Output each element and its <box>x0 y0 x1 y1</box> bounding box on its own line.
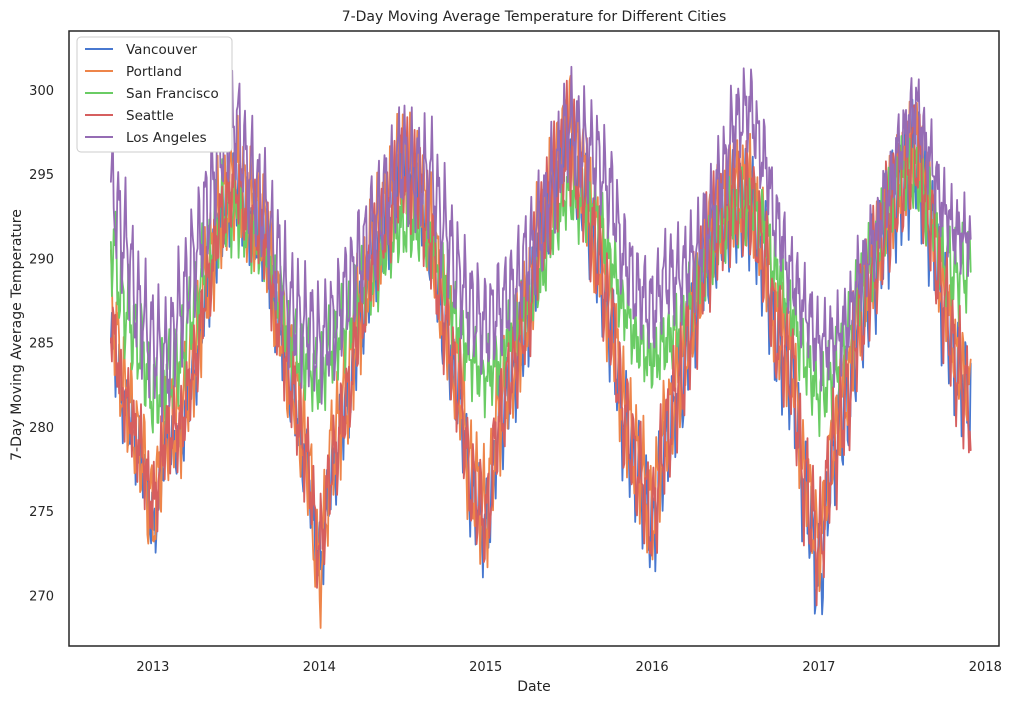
legend-label: Seattle <box>126 108 174 124</box>
y-tick-label: 285 <box>29 337 54 352</box>
plot-area: 2013 2014 2015 2016 2017 2018 270 275 280 285 290 2… <box>29 30 1002 675</box>
x-tick-label: 2015 <box>469 660 502 675</box>
chart-title: 7-Day Moving Average Temperature for Dif… <box>342 9 727 25</box>
series-line-los-angeles <box>110 65 972 423</box>
y-tick-label: 290 <box>29 253 54 268</box>
legend: Vancouver Portland San Francisco Seattle Los… <box>76 36 233 153</box>
x-axis-label: Date <box>517 679 550 695</box>
legend-label: Los Angeles <box>126 130 207 146</box>
x-tick-label: 2016 <box>636 660 669 675</box>
plot-frame <box>68 30 1000 647</box>
x-tick-label: 2018 <box>969 660 1002 675</box>
series-line-san-francisco <box>110 135 972 438</box>
y-axis-label: 7-Day Moving Average Temperature <box>9 209 25 461</box>
legend-label: Vancouver <box>126 42 198 58</box>
x-tick-label: 2014 <box>303 660 336 675</box>
y-tick-label: 275 <box>29 505 54 520</box>
y-tick-label: 280 <box>29 421 54 436</box>
legend-label: Portland <box>126 64 182 80</box>
y-tick-label: 295 <box>29 168 54 183</box>
x-tick-label: 2017 <box>802 660 835 675</box>
y-tick-label: 300 <box>29 84 54 99</box>
x-tick-label: 2013 <box>136 660 169 675</box>
legend-label: San Francisco <box>126 86 219 102</box>
y-tick-label: 270 <box>29 590 54 605</box>
legend-box <box>76 36 233 153</box>
